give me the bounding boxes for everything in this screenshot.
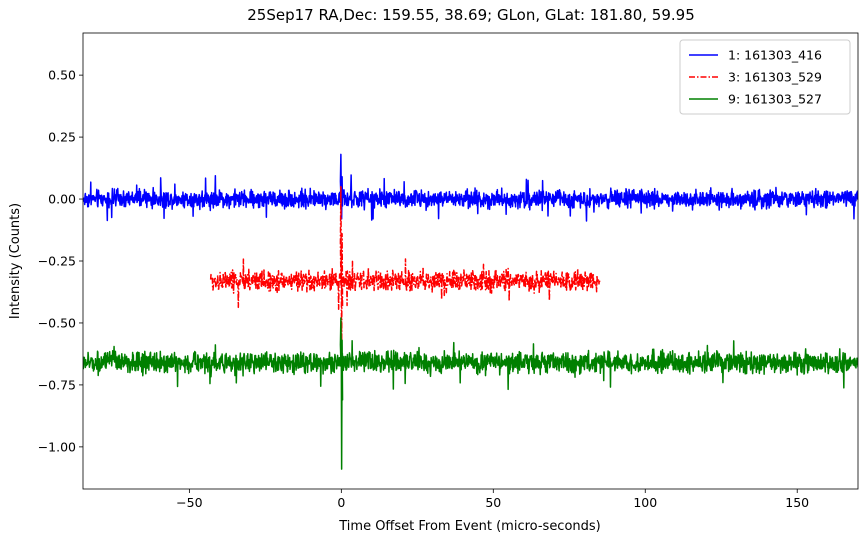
- x-tick-label: 100: [633, 495, 657, 510]
- x-tick-label: 0: [337, 495, 345, 510]
- x-tick-label: 150: [785, 495, 809, 510]
- series-layer: [83, 153, 858, 470]
- series-line-3: [83, 317, 858, 470]
- y-axis: 0.50 0.25 0.00 −0.25 −0.50 −0.75 −1.00: [38, 68, 83, 454]
- y-tick-label: −0.50: [38, 315, 76, 330]
- y-tick-label: −1.00: [38, 439, 76, 454]
- chart-title: 25Sep17 RA,Dec: 159.55, 38.69; GLon, GLa…: [247, 6, 694, 24]
- legend-label: 9: 161303_527: [728, 92, 822, 107]
- y-tick-label: 0.25: [48, 130, 76, 145]
- x-axis-label: Time Offset From Event (micro-seconds): [338, 519, 601, 534]
- legend-label: 3: 161303_529: [728, 70, 822, 85]
- y-tick-label: 0.50: [48, 68, 76, 83]
- x-axis: −50 0 50 100 150: [176, 489, 809, 510]
- y-tick-label: −0.75: [38, 377, 76, 392]
- legend-label: 1: 161303_416: [728, 48, 822, 63]
- x-tick-label: −50: [176, 495, 202, 510]
- y-tick-label: −0.25: [38, 254, 76, 269]
- series-line-2: [209, 185, 601, 356]
- x-tick-label: 50: [485, 495, 501, 510]
- y-tick-label: 0.00: [48, 192, 76, 207]
- y-axis-label: Intensity (Counts): [8, 203, 23, 319]
- legend: 1: 161303_416 3: 161303_529 9: 161303_527: [679, 39, 851, 115]
- series-line-1: [83, 153, 858, 222]
- legend-box: [679, 39, 851, 115]
